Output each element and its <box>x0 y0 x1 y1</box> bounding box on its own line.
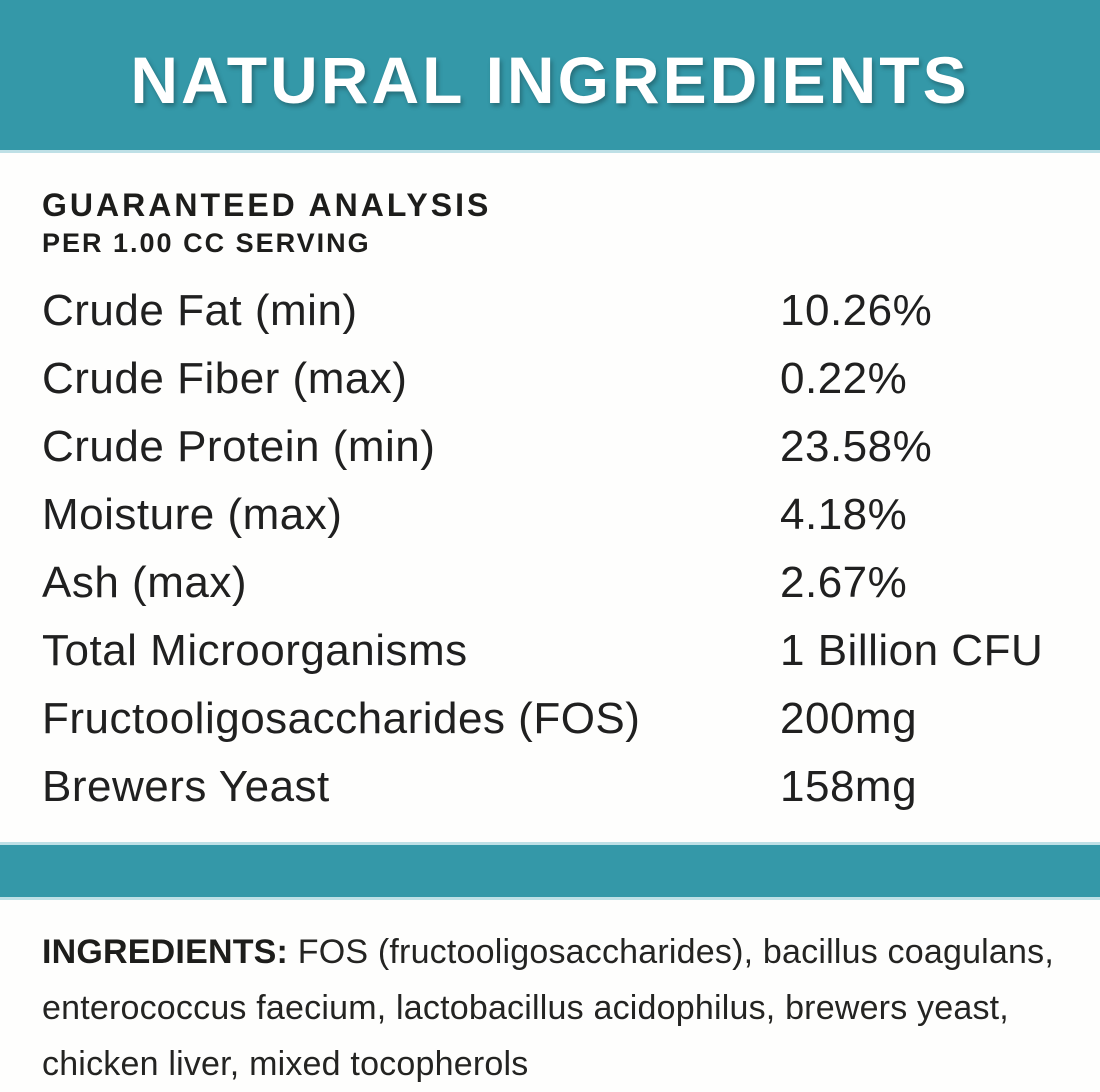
ingredients-section: INGREDIENTS: FOS (fructooligosaccharides… <box>0 900 1100 1092</box>
table-row: Crude Fiber (max) 0.22% <box>42 345 1060 413</box>
table-row: Crude Protein (min) 23.58% <box>42 413 1060 481</box>
analysis-row-label: Crude Fat (min) <box>42 285 358 335</box>
table-row: Brewers Yeast 158mg <box>42 753 1060 821</box>
analysis-row-label: Total Microorganisms <box>42 625 468 675</box>
table-row: Crude Fat (min) 10.26% <box>42 277 1060 345</box>
analysis-row-label: Brewers Yeast <box>42 761 330 811</box>
analysis-row-value: 4.18% <box>780 489 908 539</box>
analysis-row-value: 23.58% <box>780 421 933 471</box>
analysis-row-label: Moisture (max) <box>42 489 343 539</box>
teal-divider-band <box>0 842 1100 900</box>
table-row: Ash (max) 2.67% <box>42 549 1060 617</box>
analysis-row-value: 0.22% <box>780 353 908 403</box>
analysis-row-value: 1 Billion CFU <box>780 625 1044 675</box>
ingredients-label: INGREDIENTS: <box>42 933 289 971</box>
ingredients-text: FOS (fructooligosaccharides), bacillus c… <box>42 933 1054 1083</box>
header-banner: NATURAL INGREDIENTS <box>0 0 1100 153</box>
table-row: Moisture (max) 4.18% <box>42 481 1060 549</box>
analysis-row-value: 10.26% <box>780 285 933 335</box>
table-row: Fructooligosaccharides (FOS) 200mg <box>42 685 1060 753</box>
table-row: Total Microorganisms 1 Billion CFU <box>42 617 1060 685</box>
analysis-row-label: Fructooligosaccharides (FOS) <box>42 693 641 743</box>
guaranteed-analysis-section: GUARANTEED ANALYSIS PER 1.00 CC SERVING … <box>0 153 1100 842</box>
page-title: NATURAL INGREDIENTS <box>130 43 970 117</box>
analysis-row-value: 158mg <box>780 761 918 811</box>
analysis-row-label: Crude Protein (min) <box>42 421 436 471</box>
analysis-subheading: PER 1.00 CC SERVING <box>42 228 371 258</box>
analysis-heading: GUARANTEED ANALYSIS <box>42 187 492 223</box>
analysis-row-label: Crude Fiber (max) <box>42 353 408 403</box>
analysis-row-value: 200mg <box>780 693 918 743</box>
analysis-row-label: Ash (max) <box>42 557 247 607</box>
analysis-row-value: 2.67% <box>780 557 908 607</box>
analysis-table: Crude Fat (min) 10.26% Crude Fiber (max)… <box>42 277 1060 821</box>
ingredients-paragraph: INGREDIENTS: FOS (fructooligosaccharides… <box>42 924 1054 1092</box>
